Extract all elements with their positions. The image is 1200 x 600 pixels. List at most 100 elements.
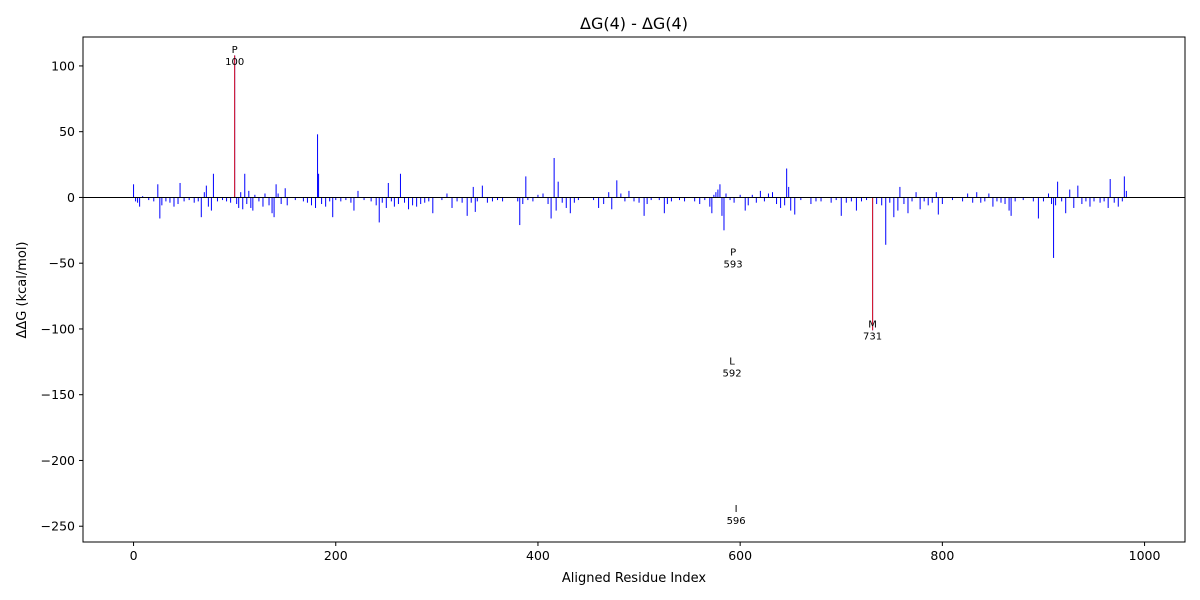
- bar-160: [763, 197, 765, 202]
- bar-173: [820, 197, 822, 202]
- bar-179: [855, 197, 857, 211]
- bar-240: [1121, 197, 1123, 202]
- bar-144: [711, 197, 713, 214]
- bar-166: [786, 168, 788, 198]
- y-axis-label: ΔΔG (kcal/mol): [15, 242, 30, 339]
- bar-11: [169, 197, 171, 203]
- annotation-index: 593: [724, 259, 743, 270]
- bar-208: [988, 193, 990, 198]
- bar-209: [992, 197, 994, 207]
- x-tick-label: 400: [526, 548, 550, 563]
- bar-218: [1037, 197, 1039, 219]
- y-tick-label: 0: [67, 190, 75, 205]
- bar-68: [363, 197, 365, 201]
- bar-216: [1022, 197, 1024, 201]
- bar-30: [236, 197, 238, 205]
- bar-108: [537, 194, 539, 198]
- annotation-index: 592: [723, 368, 742, 379]
- bar-109: [542, 193, 544, 198]
- bar-154: [739, 194, 741, 198]
- bar-228: [1073, 197, 1075, 208]
- bar-158: [755, 197, 757, 203]
- bar-231: [1085, 197, 1087, 202]
- bar-215: [1014, 197, 1016, 202]
- bar-153: [733, 197, 735, 203]
- bar-168: [790, 197, 792, 211]
- bar-186: [889, 197, 891, 203]
- bar-143: [709, 197, 711, 207]
- bar-152: [729, 197, 731, 201]
- bar-32: [240, 192, 242, 198]
- bar-67: [357, 190, 359, 198]
- bar-91: [461, 197, 463, 203]
- bar-100: [497, 197, 499, 201]
- bar-60: [329, 197, 331, 202]
- bar-52: [302, 197, 304, 202]
- bar-80: [408, 197, 410, 210]
- bar-87: [441, 197, 443, 201]
- bar-204: [972, 197, 974, 203]
- bar-37: [250, 197, 252, 208]
- bar-47: [277, 193, 279, 198]
- x-tick-label: 1000: [1129, 548, 1161, 563]
- bar-72: [381, 197, 383, 203]
- bar-16: [188, 197, 190, 201]
- bar-85: [428, 197, 430, 202]
- bar-120: [593, 197, 595, 201]
- bar-83: [420, 197, 422, 205]
- bar-121: [598, 197, 600, 208]
- bar-23: [210, 197, 212, 211]
- annotation-index: 731: [863, 332, 882, 343]
- bar-104: [522, 197, 524, 205]
- bar-133: [650, 197, 652, 201]
- bar-177: [845, 197, 847, 203]
- bar-226: [1065, 197, 1067, 214]
- bar-163: [776, 197, 778, 205]
- bar-88: [446, 193, 448, 198]
- bar-102: [517, 197, 519, 202]
- bar-24: [212, 173, 214, 198]
- bar-150: [723, 197, 725, 231]
- bar-199: [937, 197, 939, 215]
- bar-0: [133, 184, 135, 198]
- bar-217: [1032, 197, 1034, 202]
- bar-236: [1107, 197, 1109, 208]
- bar-4: [142, 196, 144, 198]
- y-tick-label: 100: [51, 58, 75, 73]
- bar-162: [772, 192, 774, 198]
- bar-117: [569, 197, 571, 214]
- bar-54: [310, 197, 312, 206]
- bar-227: [1069, 189, 1071, 198]
- bar-9: [161, 197, 163, 206]
- bar-171: [810, 197, 812, 205]
- bar-126: [620, 193, 622, 198]
- bar-6: [153, 197, 155, 202]
- bar-241: [1123, 176, 1125, 198]
- bar-15: [183, 197, 185, 202]
- bar-140: [694, 197, 696, 202]
- bar-57: [318, 173, 320, 198]
- bar-146: [715, 192, 717, 198]
- bar-107: [532, 197, 534, 202]
- bar-51: [294, 197, 296, 201]
- bar-64: [345, 197, 347, 201]
- annotation-index: 596: [727, 516, 746, 527]
- bar-103: [519, 197, 521, 226]
- bar-61: [332, 197, 334, 218]
- bar-221: [1051, 197, 1053, 205]
- bar-196: [927, 197, 929, 206]
- bar-239: [1117, 197, 1119, 207]
- bar-119: [577, 197, 579, 201]
- bar-192: [911, 197, 913, 202]
- bar-71: [378, 197, 380, 223]
- bar-112: [553, 157, 555, 198]
- bar-212: [1004, 197, 1006, 205]
- bar-35: [246, 197, 248, 205]
- bar-31: [238, 197, 240, 208]
- bar-96: [476, 197, 478, 202]
- bar-155: [744, 197, 746, 211]
- bar-27: [226, 197, 228, 202]
- bar-75: [390, 197, 392, 202]
- bar-84: [424, 197, 426, 203]
